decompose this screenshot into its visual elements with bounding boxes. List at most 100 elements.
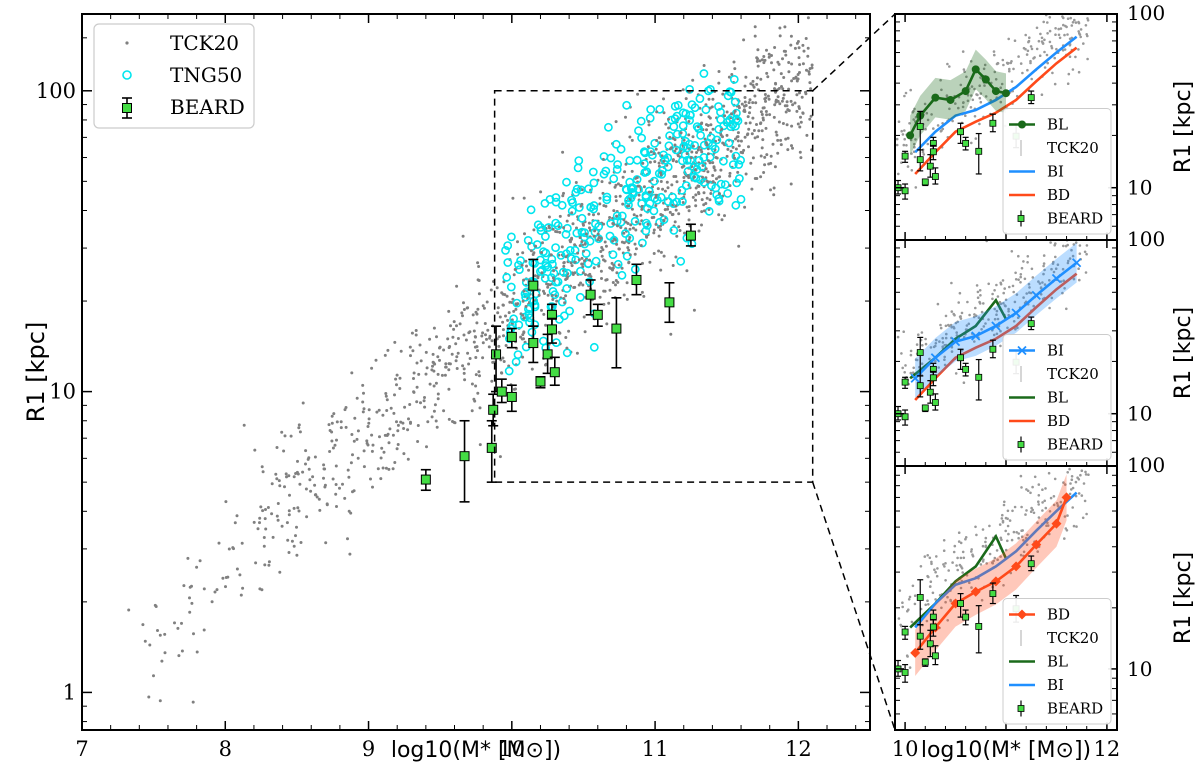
tck20-point [163,651,167,655]
tck20-point [1066,471,1069,474]
tck20-point [478,406,482,410]
tck20-point [452,320,456,324]
beard-marker [916,156,924,164]
tng50-point [712,190,722,200]
tck20-point [924,342,928,346]
tck20-point [412,390,416,394]
tck20-point [810,66,814,70]
tck20-point [565,219,569,223]
tck20-point [305,515,309,519]
tck20-point [1043,268,1046,272]
tck20-point [901,601,904,604]
tck20-point [778,34,782,38]
tck20-point [657,234,661,238]
tng50-point [509,314,518,324]
tck20-point [1083,250,1087,254]
tck20-point [753,177,757,180]
tck20-point [1081,516,1085,520]
tck20-point [1041,42,1045,45]
tck20-point [308,478,312,482]
tck20-point [728,174,732,178]
tck20-point [521,251,525,255]
tck20-point [573,243,577,247]
tck20-point [450,352,454,356]
tck20-point [1056,263,1060,267]
tck20-point [574,181,578,184]
tck20-point [626,246,630,250]
tck20-point [785,123,789,127]
tck20-point [1022,538,1025,542]
tck20-point [1057,33,1061,37]
beard-marker [664,297,675,308]
tck20-point [957,531,961,534]
tck20-point [152,674,155,678]
tck20-point [555,299,559,303]
tck20-point [598,295,602,299]
tck20-point [978,122,981,126]
tng50-point [503,241,513,250]
tck20-point [1032,304,1035,308]
tck20-point [472,329,476,333]
tck20-point [461,314,464,318]
tck20-point [1050,296,1054,300]
tck20-point [634,247,638,251]
tck20-point [1017,278,1020,282]
tck20-point [403,405,407,409]
tck20-point [1082,482,1086,485]
tck20-point [367,417,371,421]
tng50-point [690,140,700,150]
tck20-point [640,204,644,208]
beard-marker [549,367,560,378]
tck20-point [431,364,434,368]
tck20-point [497,335,501,339]
tck20-point [774,130,778,134]
tck20-point [289,434,293,438]
tck20-point [630,207,634,211]
tck20-point [262,536,266,539]
tck20-point [732,60,736,64]
legend-tng50-marker [122,70,132,80]
tng50-point [608,250,618,259]
tck20-point [474,356,478,359]
y-tick-label: 10 [1127,176,1152,200]
beard-marker [1027,560,1035,568]
tck20-point [425,366,429,370]
tck20-point [616,224,619,228]
tng50-point [539,247,548,257]
tck20-point [259,505,263,509]
tck20-point [666,186,670,190]
tng50-point [589,178,599,188]
tck20-point [276,502,280,505]
beard-marker [931,652,939,660]
tck20-point [957,301,960,304]
tck20-point [438,345,442,349]
tck20-point [657,136,661,140]
tck20-point [945,332,948,336]
tck20-point [611,268,614,272]
tck20-point [1031,508,1034,512]
tck20-point [520,263,524,267]
tng50-point [506,232,516,242]
tck20-point [682,164,686,168]
tck20-point [654,222,658,226]
tck20-point [1017,55,1020,58]
tck20-point [1066,33,1069,36]
tng50-point [646,105,656,114]
tck20-point [1077,30,1080,33]
tck20-point [447,309,451,313]
tck20-point [969,106,973,109]
tck20-point [993,317,997,321]
tck20-point [804,92,808,96]
tng50-point [680,150,690,160]
tck20-point [1019,474,1023,478]
tck20-point [186,556,190,560]
y-tick-label: 10 [49,380,76,404]
tck20-point [468,357,472,360]
tck20-point [1086,17,1089,20]
tck20-point [622,231,626,235]
tck20-point [1065,25,1068,29]
tck20-point [324,541,328,545]
tck20-point [282,449,286,453]
tck20-point [683,231,686,235]
tck20-point [663,208,667,212]
